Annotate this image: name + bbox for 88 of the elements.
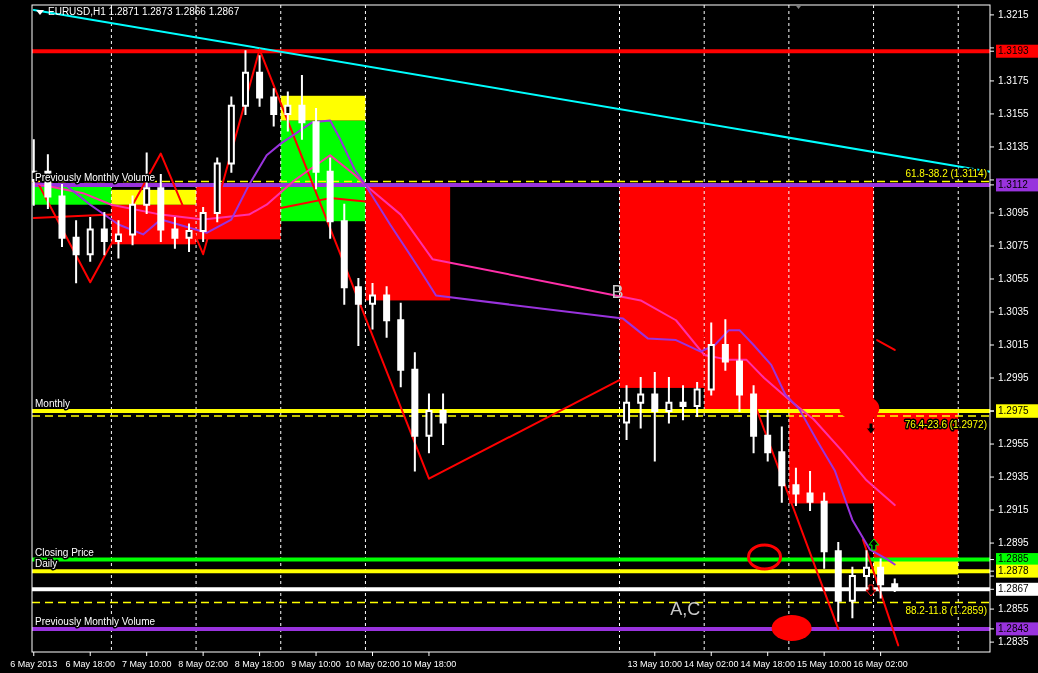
x-tick-label: 8 May 18:00 [234,659,285,669]
x-tick-label: 6 May 2013 [10,659,58,669]
candlestick [312,107,320,190]
candlestick [665,377,673,424]
y-tick-label: 1.2855 [998,602,1030,614]
candlestick [72,220,80,284]
candlestick [806,471,814,512]
candlestick [340,203,348,305]
y-tick-label: 1.3215 [998,8,1030,20]
ref-line-label: Closing Price [35,546,95,558]
x-tick-label: 6 May 18:00 [65,659,115,669]
x-tick-label: 10 May 18:00 [401,659,457,669]
candlestick [820,492,828,569]
candlestick [270,88,278,127]
y-tick-label: 1.2915 [998,503,1030,515]
candlestick [778,426,786,503]
candlestick [792,467,800,507]
candlestick [227,96,235,173]
candlestick [721,319,729,371]
y-tick-label: 1.2975 [998,404,1030,416]
candlestick [439,393,447,446]
ref-line-label: 61.8-38.2 (1.3114) [905,167,987,179]
candlestick [86,216,94,262]
candlestick [764,410,772,462]
candlestick [185,223,193,252]
y-tick-label: 1.3175 [998,74,1030,86]
chart-title: EURUSD,H1 1.2871 1.2873 1.2866 1.2867 [48,6,240,17]
y-tick-label: 1.3015 [998,338,1030,350]
x-tick-label: 8 May 02:00 [178,659,228,669]
candlestick [213,157,221,223]
x-tick-label: 9 May 10:00 [291,659,341,669]
x-tick-label: 15 May 10:00 [796,659,852,669]
y-tick-label: 1.2867 [998,582,1030,594]
candlestick [651,372,659,462]
candlestick [157,174,165,243]
candlestick [637,377,645,429]
candlestick [256,55,264,107]
y-tick-label: 1.2835 [998,635,1030,647]
candlestick [735,344,743,413]
y-tick-label: 1.3055 [998,272,1030,284]
y-tick-label: 1.3075 [998,239,1030,251]
x-tick-label: 7 May 10:00 [121,659,172,669]
candlestick [199,207,207,243]
y-tick-label: 1.2935 [998,470,1030,482]
candlestick [623,385,631,441]
candlestick [326,157,334,239]
candlestick [383,286,391,338]
x-tick-label: 16 May 02:00 [853,659,908,669]
y-tick-label: 1.3155 [998,107,1030,119]
ref-line-label: Monthly [35,398,71,410]
y-tick-label: 1.2885 [998,553,1030,565]
candlestick [354,277,362,347]
candlestick [241,50,249,115]
candlestick [100,211,108,256]
candlestick [397,302,405,388]
candlestick [707,322,715,396]
y-tick-label: 1.2843 [998,622,1030,634]
x-tick-label: 10 May 02:00 [345,659,400,669]
candlestick [114,220,122,259]
annotation: A,C [670,598,701,619]
candlestick [411,352,419,472]
candlestick [58,183,66,247]
y-tick-label: 1.3095 [998,206,1030,218]
candlestick [298,74,306,140]
y-tick-label: 1.3193 [998,44,1030,56]
y-tick-label: 1.2895 [998,536,1030,548]
y-tick-label: 1.2955 [998,437,1030,449]
ref-line-label: 88.2-11.8 (1.2859) [905,605,987,617]
x-tick-label: 13 May 10:00 [627,659,683,669]
ref-line-label: Daily [35,558,58,570]
y-tick-label: 1.2878 [998,564,1030,576]
line-series [32,154,896,507]
candlestick [693,381,701,417]
ref-line-label: Previously Monthly Volume [35,615,156,627]
y-tick-label: 1.2995 [998,371,1030,383]
y-tick-label: 1.3135 [998,140,1030,152]
y-tick-label: 1.3112 [998,178,1029,190]
candlestick [425,393,433,454]
candlestick [750,385,758,454]
y-tick-label: 1.3035 [998,305,1030,317]
candlestick [679,385,687,421]
candlestick [284,91,292,132]
x-tick-label: 14 May 18:00 [740,659,795,669]
x-tick-label: 14 May 02:00 [683,659,739,669]
annotation: B [611,281,624,302]
candlestick [129,195,137,246]
candlestick [369,282,376,330]
candlestick [171,216,179,249]
